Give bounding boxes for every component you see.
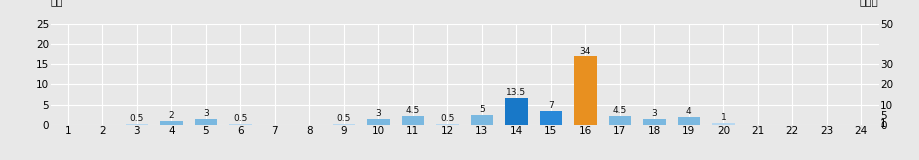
Text: 4.5: 4.5 [612,106,626,115]
Bar [677,117,699,125]
Text: 2: 2 [168,111,174,120]
Text: 0.5: 0.5 [130,114,144,123]
Bar [471,115,493,125]
Text: 5: 5 [479,105,484,114]
Text: 0.5: 0.5 [439,114,454,123]
Bar [333,124,355,125]
Bar [711,123,733,125]
Bar [126,124,148,125]
Text: 3: 3 [375,109,380,118]
Text: 4.5: 4.5 [405,106,419,115]
Text: 3: 3 [651,109,656,118]
Text: 3: 3 [203,109,209,118]
Text: 4: 4 [686,107,691,116]
Bar [367,119,389,125]
Text: 気温: 気温 [51,0,63,6]
Bar [229,124,251,125]
Bar [436,124,458,125]
Bar [505,98,527,125]
Text: 34: 34 [579,47,590,56]
Bar [402,116,424,125]
Text: 0.5: 0.5 [336,114,351,123]
Bar [642,119,664,125]
Text: 1: 1 [720,113,725,122]
Text: 13.5: 13.5 [505,88,526,97]
Text: 0.5: 0.5 [233,114,247,123]
Bar [539,111,562,125]
Bar [573,56,596,125]
Bar [608,116,630,125]
Bar [160,121,182,125]
Text: 7: 7 [548,101,553,110]
Text: 降水量: 降水量 [859,0,878,6]
Bar [195,119,217,125]
